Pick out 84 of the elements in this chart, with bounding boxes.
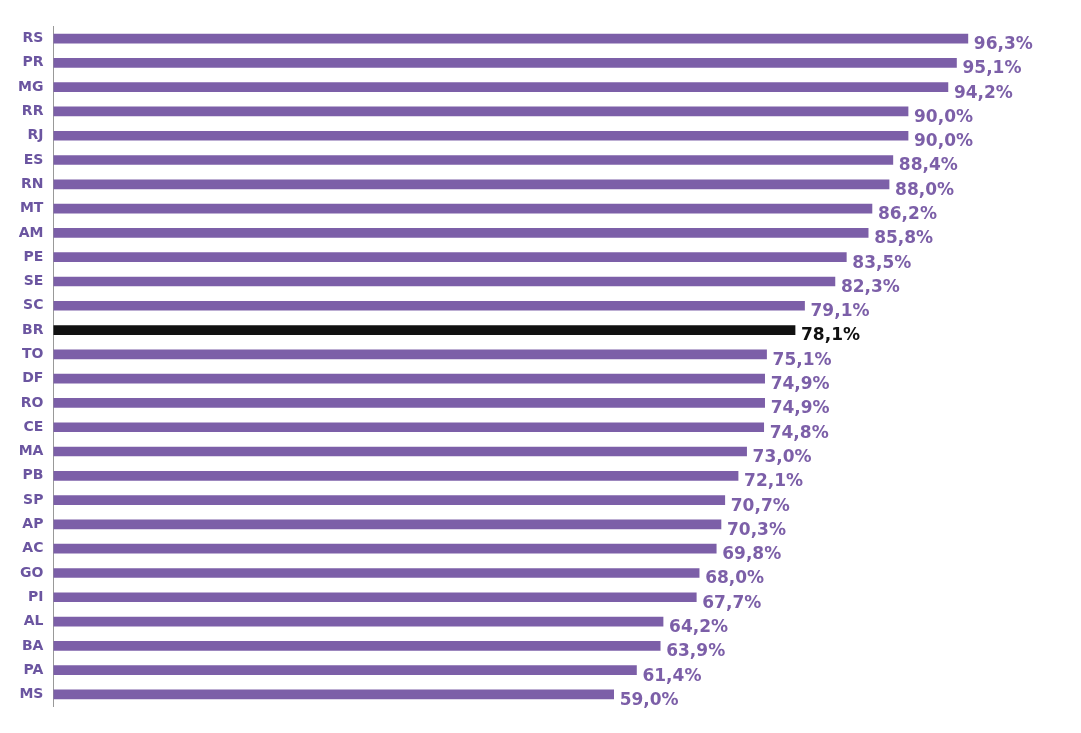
- y-tick-label: MS: [19, 685, 44, 702]
- data-label: 82,3%: [840, 275, 900, 296]
- data-label: 86,2%: [877, 203, 937, 224]
- bar: [53, 495, 726, 505]
- y-tick-label: GO: [20, 563, 44, 580]
- bar: [53, 300, 805, 311]
- data-label: 74,9%: [770, 373, 830, 394]
- y-tick-label: RR: [21, 102, 44, 119]
- y-tick-label: ES: [23, 150, 44, 167]
- y-tick-label: MG: [17, 77, 44, 94]
- data-label: 95,1%: [962, 57, 1022, 78]
- bar: [53, 665, 637, 675]
- y-tick-label: TO: [21, 344, 44, 361]
- y-tick-label: RN: [20, 174, 44, 191]
- y-tick-label: SE: [23, 272, 44, 289]
- bar: [53, 422, 765, 433]
- y-tick-label: SP: [23, 490, 44, 507]
- bar: [53, 130, 909, 141]
- bar: [53, 106, 909, 117]
- y-tick-label: BR: [21, 320, 44, 337]
- bar: [53, 58, 957, 68]
- bar: [53, 325, 796, 335]
- data-label: 68,0%: [705, 567, 765, 588]
- bar: [53, 616, 664, 627]
- data-label: 75,1%: [772, 348, 832, 369]
- y-tick-label: MA: [18, 442, 44, 459]
- data-label: 88,4%: [898, 154, 958, 175]
- data-label: 85,8%: [874, 227, 934, 248]
- data-label: 70,7%: [730, 494, 790, 515]
- data-label: 74,9%: [770, 397, 830, 418]
- data-label: 96,3%: [973, 32, 1033, 53]
- data-label: 74,8%: [769, 421, 829, 442]
- y-tick-label: SC: [23, 296, 44, 313]
- data-label: 88,0%: [895, 178, 955, 199]
- y-tick-label: RO: [20, 393, 44, 410]
- bar: [53, 82, 949, 92]
- y-tick-label: AL: [23, 612, 44, 629]
- bar: [53, 543, 717, 554]
- bar: [53, 641, 661, 651]
- data-label: 69,8%: [722, 543, 782, 564]
- bar: [53, 398, 765, 408]
- y-tick-label: RS: [22, 29, 44, 46]
- y-tick-label: AP: [22, 515, 44, 532]
- data-label: 83,5%: [852, 251, 912, 272]
- bar: [53, 519, 722, 530]
- data-label: 72,1%: [744, 470, 804, 491]
- y-tick-label: BA: [21, 636, 44, 653]
- y-tick-label: PE: [23, 247, 44, 264]
- bar: [53, 228, 869, 238]
- bar: [53, 446, 747, 457]
- bar: [53, 276, 836, 287]
- data-label: 70,3%: [726, 518, 786, 539]
- y-tick-label: AC: [22, 539, 44, 556]
- y-tick-label: RJ: [27, 126, 44, 143]
- bar: [53, 592, 697, 603]
- bar: [53, 373, 765, 384]
- data-label: 73,0%: [752, 445, 812, 466]
- bar: [53, 179, 890, 190]
- bar: [53, 349, 767, 360]
- data-label: 78,1%: [801, 324, 861, 345]
- y-tick-label: AM: [18, 223, 44, 240]
- bar: [53, 470, 739, 481]
- bar: [53, 33, 969, 44]
- y-tick-label: PA: [23, 660, 44, 677]
- bar: [53, 203, 873, 214]
- bar: [53, 689, 614, 700]
- y-tick-label: PB: [22, 466, 44, 483]
- data-label: 64,2%: [669, 616, 729, 636]
- y-tick-label: DF: [22, 369, 44, 386]
- y-tick-label: PI: [27, 587, 44, 604]
- data-label: 67,7%: [702, 591, 762, 612]
- y-tick-label: MT: [19, 199, 44, 216]
- bar: [53, 252, 847, 263]
- bar: [53, 155, 894, 165]
- data-label: 90,0%: [914, 105, 974, 126]
- data-label: 59,0%: [619, 688, 679, 709]
- bar: [53, 568, 700, 578]
- y-tick-label: PR: [22, 53, 44, 70]
- data-label: 61,4%: [642, 664, 702, 685]
- data-label: 94,2%: [953, 81, 1013, 102]
- data-label: 79,1%: [810, 300, 870, 321]
- data-label: 63,9%: [666, 640, 726, 661]
- data-label: 90,0%: [914, 130, 974, 151]
- y-tick-label: CE: [23, 417, 44, 434]
